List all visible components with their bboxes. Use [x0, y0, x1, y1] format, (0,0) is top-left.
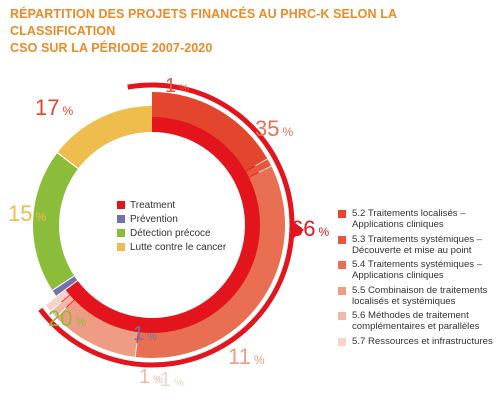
legend-label-line2: Applications cliniques: [352, 219, 444, 230]
legend-swatch: [338, 312, 346, 320]
ring-segment-d-tection-pr-coce: [33, 153, 78, 290]
treatment-bracket-arc: [38, 82, 295, 368]
label-sub-54-35: 35%: [255, 116, 293, 141]
title-line-1: RÉPARTITION DES PROJETS FINANCÉS AU PHRC…: [10, 7, 397, 38]
data-labels: 66 %1 %20 %15 %17 %1 %35 %11 %1 %1%: [8, 75, 329, 391]
legend-swatch: [338, 337, 346, 346]
label-detection-20: 20%: [48, 306, 86, 331]
legend-label-line2: complémentaires et parallèles: [352, 321, 480, 332]
ring-segment-pr-vention: [52, 276, 78, 296]
sub-legend-item-4: 5.4 Traitements systémiques – Application…: [338, 259, 493, 281]
legend-item-lutte-contre-le-cancer: Lutte contre le cancer: [117, 240, 226, 254]
legend-label: Treatment: [130, 199, 176, 211]
label-sub-55-11: 11%: [228, 344, 265, 369]
sub-segment-6: [50, 295, 74, 317]
legend-swatch: [117, 215, 125, 223]
legend-label: Prévention: [130, 213, 178, 225]
legend-swatch: [117, 243, 125, 251]
label-lutte-15: 15%: [8, 201, 46, 226]
donut-rings: [33, 82, 304, 368]
sub-segment-3: [245, 159, 272, 177]
title-line-2: CSO SUR LA PÉRIODE 2007-2020: [10, 41, 213, 55]
legend-swatch: [338, 210, 346, 218]
legend-label-line1: 5.3 Traitements systémiques –: [352, 233, 483, 245]
legend-swatch: [338, 235, 346, 244]
sub-legend-item-2: 5.2 Traitements localisés – Applications …: [338, 208, 493, 230]
category-legend: Treatment Prévention Détection précoce Lutt…: [117, 198, 226, 254]
sub-legend-item-6: 5.6 Méthodes de traitement complémentaire…: [338, 310, 493, 332]
sub-legend-item-7: 5.7 Ressources et infrastructures: [338, 336, 493, 347]
label-treatment-66: 66%: [291, 216, 329, 241]
legend-label-line1: 5.6 Méthodes de traitement: [352, 310, 469, 321]
treatment-pointer-arrow: [293, 221, 304, 238]
label-sub-52-17: 17%: [35, 95, 73, 120]
treatment-subcategory-legend: 5.2 Traitements localisés – Applications …: [338, 208, 493, 350]
label-sub-53-1: 1%: [165, 75, 189, 97]
ring-segment-lutte-contre-le-cancer: [57, 106, 152, 169]
sub-segment-5: [56, 300, 138, 357]
legend-swatch: [117, 229, 125, 237]
legend-item-treatment: Treatment: [117, 198, 226, 212]
legend-item-d-tection-pr-coce: Détection précoce: [117, 226, 226, 240]
legend-label-line1: 5.7 Ressources et infrastructures: [352, 335, 493, 347]
sub-legend-item-5: 5.5 Combinaison de traitements localisés …: [338, 285, 493, 307]
legend-label-line1: 5.2 Traitements localisés –: [352, 208, 466, 219]
legend-label-line2: localisés et systémiques: [352, 295, 456, 307]
page-title: RÉPARTITION DES PROJETS FINANCÉS AU PHRC…: [10, 6, 490, 57]
label-sub-56-1: 1%: [139, 366, 163, 388]
legend-label-line1: 5.5 Combinaison de traitements: [352, 284, 488, 296]
legend-label-line2: Découverte et mise au point: [352, 244, 472, 256]
sub-legend-item-3: 5.3 Traitements systémiques – Découverte …: [338, 234, 493, 256]
legend-item-pr-vention: Prévention: [117, 212, 226, 226]
legend-label-line2: Applications cliniques: [352, 270, 444, 281]
legend-swatch: [338, 261, 346, 269]
legend-swatch: [117, 201, 125, 209]
sub-segment-4: [135, 166, 285, 358]
legend-label-line1: 5.4 Traitements systémiques –: [352, 259, 483, 270]
label-sub-57-1: 1%: [160, 369, 184, 391]
legend-swatch: [338, 286, 346, 295]
legend-label: Détection précoce: [130, 227, 211, 239]
sub-segment-7: [45, 290, 70, 311]
legend-label: Lutte contre le cancer: [130, 241, 227, 253]
sub-segment-2: [152, 92, 268, 171]
label-prevention-1: 1%: [133, 323, 157, 345]
